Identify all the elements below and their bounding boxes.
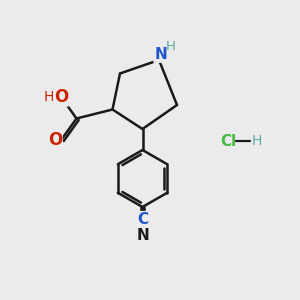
Text: N: N (136, 228, 149, 243)
Text: H: H (251, 134, 262, 148)
Text: Cl: Cl (220, 134, 236, 148)
Text: H: H (166, 40, 175, 53)
Text: C: C (137, 212, 148, 227)
Text: O: O (48, 131, 62, 149)
Text: N: N (154, 47, 167, 62)
Text: H: H (44, 90, 54, 104)
Text: O: O (54, 88, 68, 106)
